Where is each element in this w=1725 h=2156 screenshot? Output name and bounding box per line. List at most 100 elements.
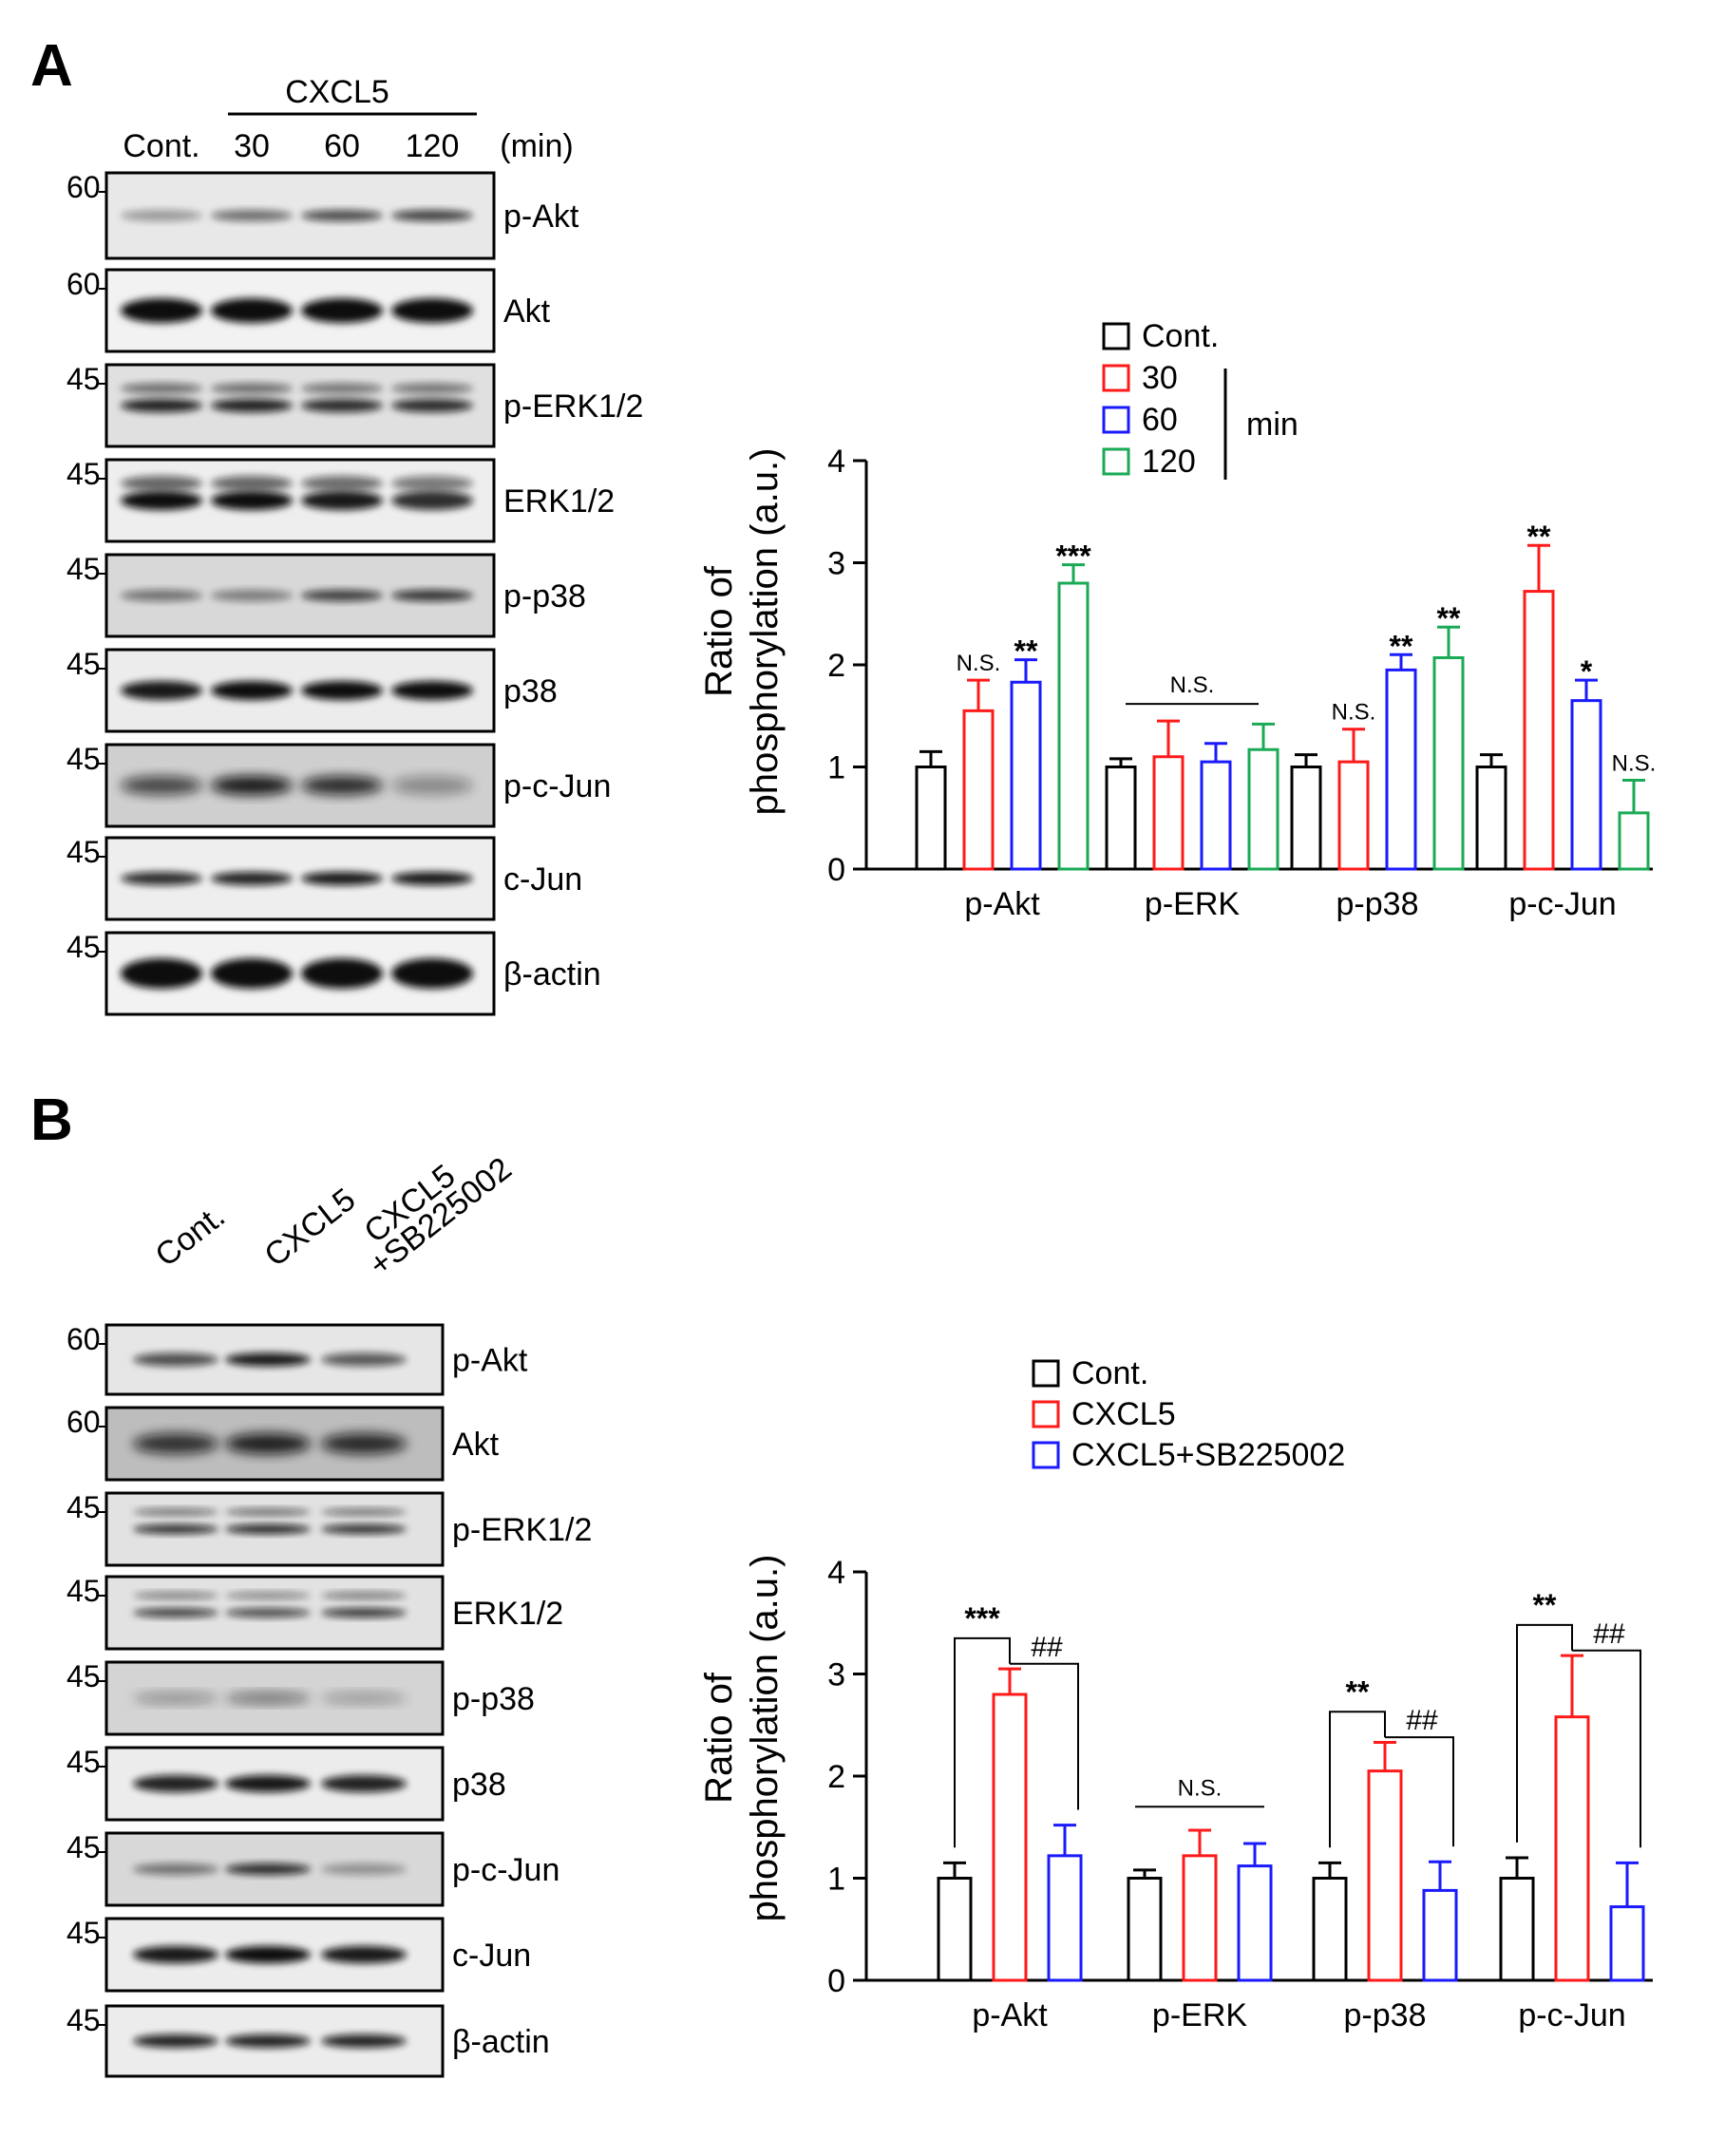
blot-band — [321, 1524, 407, 1534]
blot-band-upper — [391, 383, 473, 394]
bar-cont — [1312, 1877, 1348, 1982]
blot-band — [391, 776, 473, 795]
blot-akt: 60 Akt — [66, 267, 551, 353]
blot-actin: 45 β-actin — [66, 2003, 550, 2078]
bar-60 — [1010, 680, 1042, 871]
significance-label: ** — [1390, 629, 1413, 663]
mw-marker: 45 — [66, 1745, 101, 1779]
blot-band — [133, 1524, 218, 1534]
blot-band — [321, 1433, 407, 1454]
bar-120 — [1057, 581, 1090, 871]
blot-band — [225, 1863, 311, 1875]
y-tick-label: 2 — [827, 648, 845, 684]
blot-band-upper — [211, 383, 293, 394]
significance-bracket — [1329, 1711, 1386, 1848]
bar-cxcl5-sb225002 — [1047, 1854, 1083, 1982]
significance-label: ## — [1593, 1618, 1625, 1650]
bar-cxcl5 — [992, 1693, 1028, 1982]
blot-erk1-2: 45 ERK1/2 — [66, 457, 615, 543]
blot-band — [211, 399, 293, 412]
significance-label: ** — [1437, 601, 1461, 635]
mw-marker: 45 — [66, 1830, 101, 1864]
bar-cxcl5 — [1182, 1854, 1218, 1982]
panel-letter-b: B — [30, 1087, 73, 1153]
blot-p-akt: 60 p-Akt — [66, 170, 579, 260]
blot-band — [121, 872, 202, 885]
significance-bracket — [1572, 1649, 1641, 1848]
blot-band-upper — [225, 1508, 311, 1516]
x-category-label: p-p38 — [1344, 1997, 1427, 2033]
blot-label: β-actin — [452, 2024, 550, 2060]
blot-akt: 60 Akt — [66, 1405, 500, 1482]
significance-label: ** — [1533, 1588, 1557, 1622]
blot-band — [121, 210, 202, 221]
legend-swatch — [1102, 364, 1130, 392]
blot-band-upper — [121, 383, 202, 394]
blot-band — [133, 1608, 218, 1617]
blot-label: p-Akt — [503, 199, 579, 235]
lane-label-60: 60 — [324, 128, 360, 164]
bar-cont — [1105, 766, 1137, 871]
blot-band — [225, 1608, 311, 1617]
y-axis-label-line1: Ratio of — [698, 565, 740, 697]
blot-band — [321, 1608, 407, 1617]
significance-bracket — [1385, 1736, 1454, 1847]
mw-marker: 60 — [66, 267, 101, 301]
legend-unit: min — [1246, 407, 1298, 443]
treatment-header: CXCL5 — [285, 74, 389, 110]
blot-band — [211, 958, 293, 989]
lane-label-b-cont: Cont. — [149, 1198, 232, 1274]
bar-chart-a: Ratio of phosphorylation (a.u.) min 0 1 2 3… — [698, 318, 1656, 922]
legend-swatch — [1032, 1359, 1060, 1388]
legend-label-cont: Cont. — [1071, 1355, 1148, 1391]
blot-band — [225, 1433, 311, 1454]
lane-label-120: 120 — [406, 128, 460, 164]
mw-marker: 45 — [66, 647, 101, 681]
blot-label: p-ERK1/2 — [503, 388, 643, 425]
significance-label: N.S. — [1178, 1775, 1223, 1801]
blot-label: p-ERK1/2 — [452, 1512, 592, 1548]
blot-band — [121, 491, 202, 510]
bar-cxcl5-sb225002 — [1422, 1888, 1458, 1982]
bar-30 — [1523, 590, 1555, 871]
legend-swatch — [1102, 406, 1130, 434]
blot-band — [391, 958, 473, 989]
mw-marker: 60 — [66, 170, 101, 204]
blot-band — [133, 1433, 218, 1454]
blot-band — [321, 1946, 407, 1963]
x-category-label: p-c-Jun — [1518, 1997, 1625, 2033]
blot-band — [391, 399, 473, 412]
y-axis-label-line2: phosphorylation (a.u.) — [744, 1555, 786, 1922]
legend-label-cxcl5: CXCL5 — [1071, 1396, 1176, 1432]
mw-marker: 45 — [66, 742, 101, 776]
mw-marker: 45 — [66, 457, 101, 491]
bar-cont — [1499, 1877, 1535, 1982]
significance-label: ** — [1346, 1674, 1370, 1709]
bar-chart-b: Ratio of phosphorylation (a.u.) 0 1 2 3 4 p-A… — [698, 1355, 1653, 2033]
legend-label-60: 60 — [1142, 402, 1178, 438]
mw-marker: 45 — [66, 1916, 101, 1950]
significance-bracket — [954, 1636, 1011, 1848]
blot-band — [211, 491, 293, 510]
blot-label: Akt — [452, 1427, 500, 1463]
mw-marker: 45 — [66, 362, 101, 396]
y-tick-label: 1 — [827, 1862, 845, 1898]
blot-label: ERK1/2 — [503, 483, 615, 520]
blot-label: p-p38 — [503, 578, 586, 615]
blot-p-p38: 45 p-p38 — [66, 1659, 535, 1736]
blot-band — [133, 1693, 218, 1704]
blot-label: Akt — [503, 293, 551, 330]
blot-p-erk1-2: 45 p-ERK1/2 — [66, 1490, 592, 1567]
significance-label: N.S. — [957, 651, 1001, 676]
blot-p38: 45 p38 — [66, 647, 558, 733]
blot-band — [211, 776, 293, 795]
blot-band — [133, 1863, 218, 1875]
western-blots-a: 60 p-Akt 60 Akt 45 p-ERK1/2 45 ERK1/2 45 p-p38 45 p… — [66, 170, 643, 1016]
blot-band — [121, 681, 202, 700]
bar-30 — [1337, 760, 1370, 871]
blot-band — [301, 590, 383, 601]
y-tick-label: 2 — [827, 1759, 845, 1795]
significance-label: ## — [1406, 1705, 1438, 1736]
blot-band — [225, 1524, 311, 1534]
blot-band — [121, 776, 202, 795]
